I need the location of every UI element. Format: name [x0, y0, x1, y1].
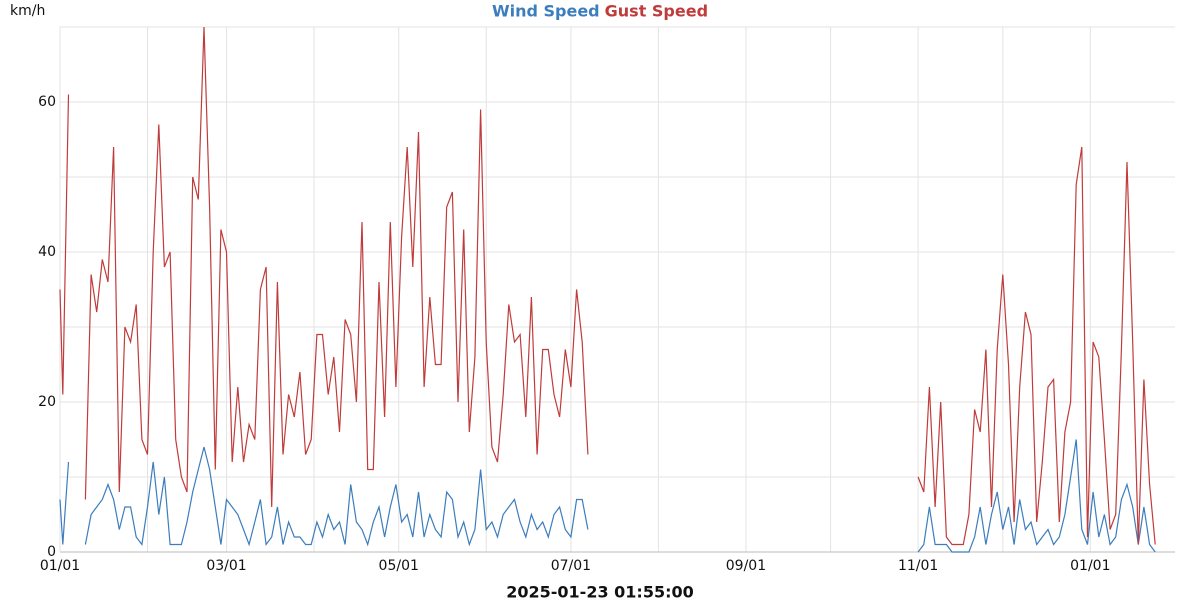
y-tick-label: 60 — [38, 94, 56, 110]
x-axis-label: 2025-01-23 01:55:00 — [506, 583, 694, 600]
x-tick-label: 05/01 — [379, 558, 419, 574]
y-axis-label: km/h — [10, 3, 45, 19]
series-line — [917, 146, 1156, 546]
x-tick-label: 11/01 — [898, 558, 938, 574]
series-line — [84, 446, 589, 547]
legend-entry: Wind Speed — [492, 2, 600, 21]
x-tick-label: 09/01 — [726, 558, 766, 574]
x-tick-label: 03/01 — [206, 558, 246, 574]
series-line — [59, 461, 70, 545]
y-tick-label: 40 — [38, 244, 56, 260]
series-line — [59, 94, 70, 395]
legend-entry: Gust Speed — [605, 2, 708, 21]
x-tick-label: 01/01 — [1070, 558, 1110, 574]
x-tick-label: 07/01 — [551, 558, 591, 574]
x-tick-label: 01/01 — [40, 558, 80, 574]
y-tick-label: 0 — [47, 544, 56, 560]
series-line — [917, 439, 1156, 553]
series-line — [84, 26, 589, 508]
y-tick-label: 20 — [38, 394, 56, 410]
